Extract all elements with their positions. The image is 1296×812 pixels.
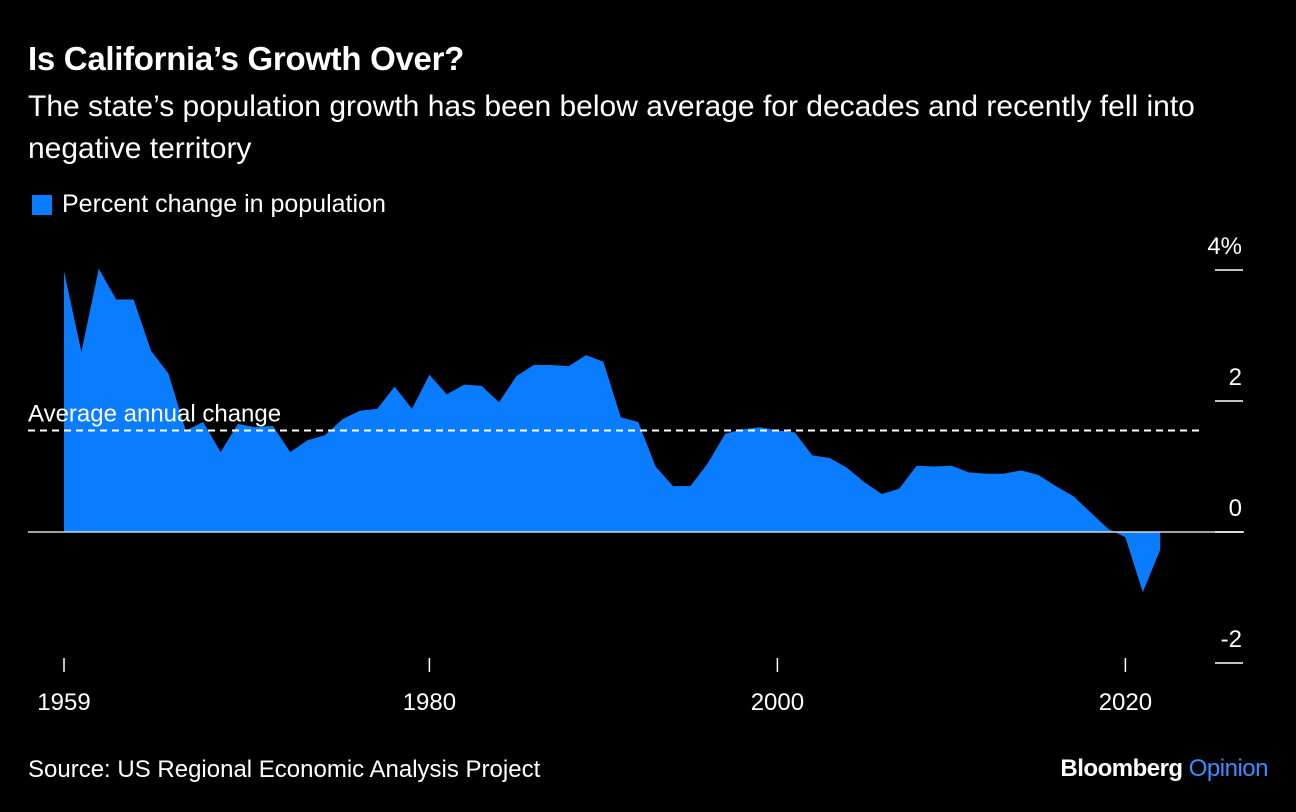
x-tick-label-1980: 1980 bbox=[403, 689, 456, 716]
legend-swatch bbox=[32, 194, 52, 215]
data-point-2017 bbox=[1072, 495, 1075, 498]
data-point-2003 bbox=[828, 457, 831, 460]
data-point-2019 bbox=[1107, 527, 1110, 530]
data-point-1991 bbox=[619, 416, 622, 419]
data-point-1978 bbox=[393, 385, 396, 388]
data-point-2022 bbox=[1159, 548, 1162, 551]
data-point-2014 bbox=[1020, 469, 1023, 472]
data-point-1968 bbox=[219, 451, 222, 454]
data-point-1973 bbox=[306, 439, 309, 442]
y-tick-label-4: 4% bbox=[1207, 233, 1242, 260]
data-point-1992 bbox=[637, 421, 640, 424]
data-point-1965 bbox=[167, 372, 170, 375]
data-point-2006 bbox=[880, 493, 883, 496]
data-point-1994 bbox=[672, 485, 675, 488]
data-point-1987 bbox=[550, 364, 553, 367]
data-point-2001 bbox=[793, 431, 796, 434]
brand-logo: Bloomberg Opinion bbox=[1060, 755, 1268, 783]
chart-title: Is California’s Growth Over? bbox=[28, 40, 464, 77]
data-point-1982 bbox=[463, 383, 466, 386]
data-point-2021 bbox=[1141, 591, 1144, 594]
chart-subtitle: The state’s population growth has been b… bbox=[28, 90, 1195, 165]
data-point-1984 bbox=[498, 401, 501, 404]
y-tick-label--2: -2 bbox=[1221, 626, 1242, 653]
legend-label: Percent change in population bbox=[62, 190, 386, 218]
data-point-1964 bbox=[150, 349, 153, 352]
data-point-1981 bbox=[445, 393, 448, 396]
data-point-1979 bbox=[411, 407, 414, 410]
data-point-2002 bbox=[811, 454, 814, 457]
data-point-1963 bbox=[132, 298, 135, 301]
data-point-1995 bbox=[689, 485, 692, 488]
data-point-1990 bbox=[602, 360, 605, 363]
x-tick-label-2020: 2020 bbox=[1099, 689, 1152, 716]
source-note: Source: US Regional Economic Analysis Pr… bbox=[28, 756, 541, 783]
data-point-1996 bbox=[706, 462, 709, 465]
data-point-1961 bbox=[97, 267, 100, 270]
data-point-1985 bbox=[515, 375, 518, 378]
x-tick-label-1959: 1959 bbox=[37, 689, 90, 716]
data-point-1980 bbox=[428, 373, 431, 376]
data-point-1975 bbox=[341, 418, 344, 421]
y-tick-label-2: 2 bbox=[1229, 364, 1242, 391]
brand-main: Bloomberg bbox=[1060, 755, 1183, 782]
data-point-1962 bbox=[115, 298, 118, 301]
data-point-1986 bbox=[532, 364, 535, 367]
data-point-1974 bbox=[324, 434, 327, 437]
data-point-2013 bbox=[1002, 472, 1005, 475]
data-point-1993 bbox=[654, 465, 657, 468]
data-point-2018 bbox=[1089, 511, 1092, 514]
data-point-2007 bbox=[898, 487, 901, 490]
data-point-1959 bbox=[63, 270, 66, 273]
data-point-1988 bbox=[567, 365, 570, 368]
data-point-2004 bbox=[846, 466, 849, 469]
data-point-1972 bbox=[289, 451, 292, 454]
series-area-population-change bbox=[64, 268, 1161, 593]
data-point-2005 bbox=[863, 481, 866, 484]
data-point-1999 bbox=[759, 426, 762, 429]
data-point-2012 bbox=[985, 472, 988, 475]
brand-accent: Opinion bbox=[1188, 755, 1269, 782]
data-point-1960 bbox=[80, 350, 83, 353]
y-tick-label-0: 0 bbox=[1229, 495, 1242, 522]
data-point-2010 bbox=[950, 464, 953, 467]
average-reference-label: Average annual change bbox=[28, 400, 281, 427]
data-point-1977 bbox=[376, 407, 379, 410]
data-point-2011 bbox=[967, 471, 970, 474]
data-point-2009 bbox=[933, 465, 936, 468]
data-point-1997 bbox=[724, 432, 727, 435]
data-point-2016 bbox=[1054, 485, 1057, 488]
data-point-2020 bbox=[1124, 536, 1127, 539]
data-point-2015 bbox=[1037, 474, 1040, 477]
legend: Percent change in population bbox=[32, 190, 386, 219]
data-point-2008 bbox=[915, 464, 918, 467]
x-tick-label-2000: 2000 bbox=[751, 689, 804, 716]
data-point-1989 bbox=[585, 354, 588, 357]
data-point-1976 bbox=[358, 409, 361, 412]
data-point-1983 bbox=[480, 384, 483, 387]
